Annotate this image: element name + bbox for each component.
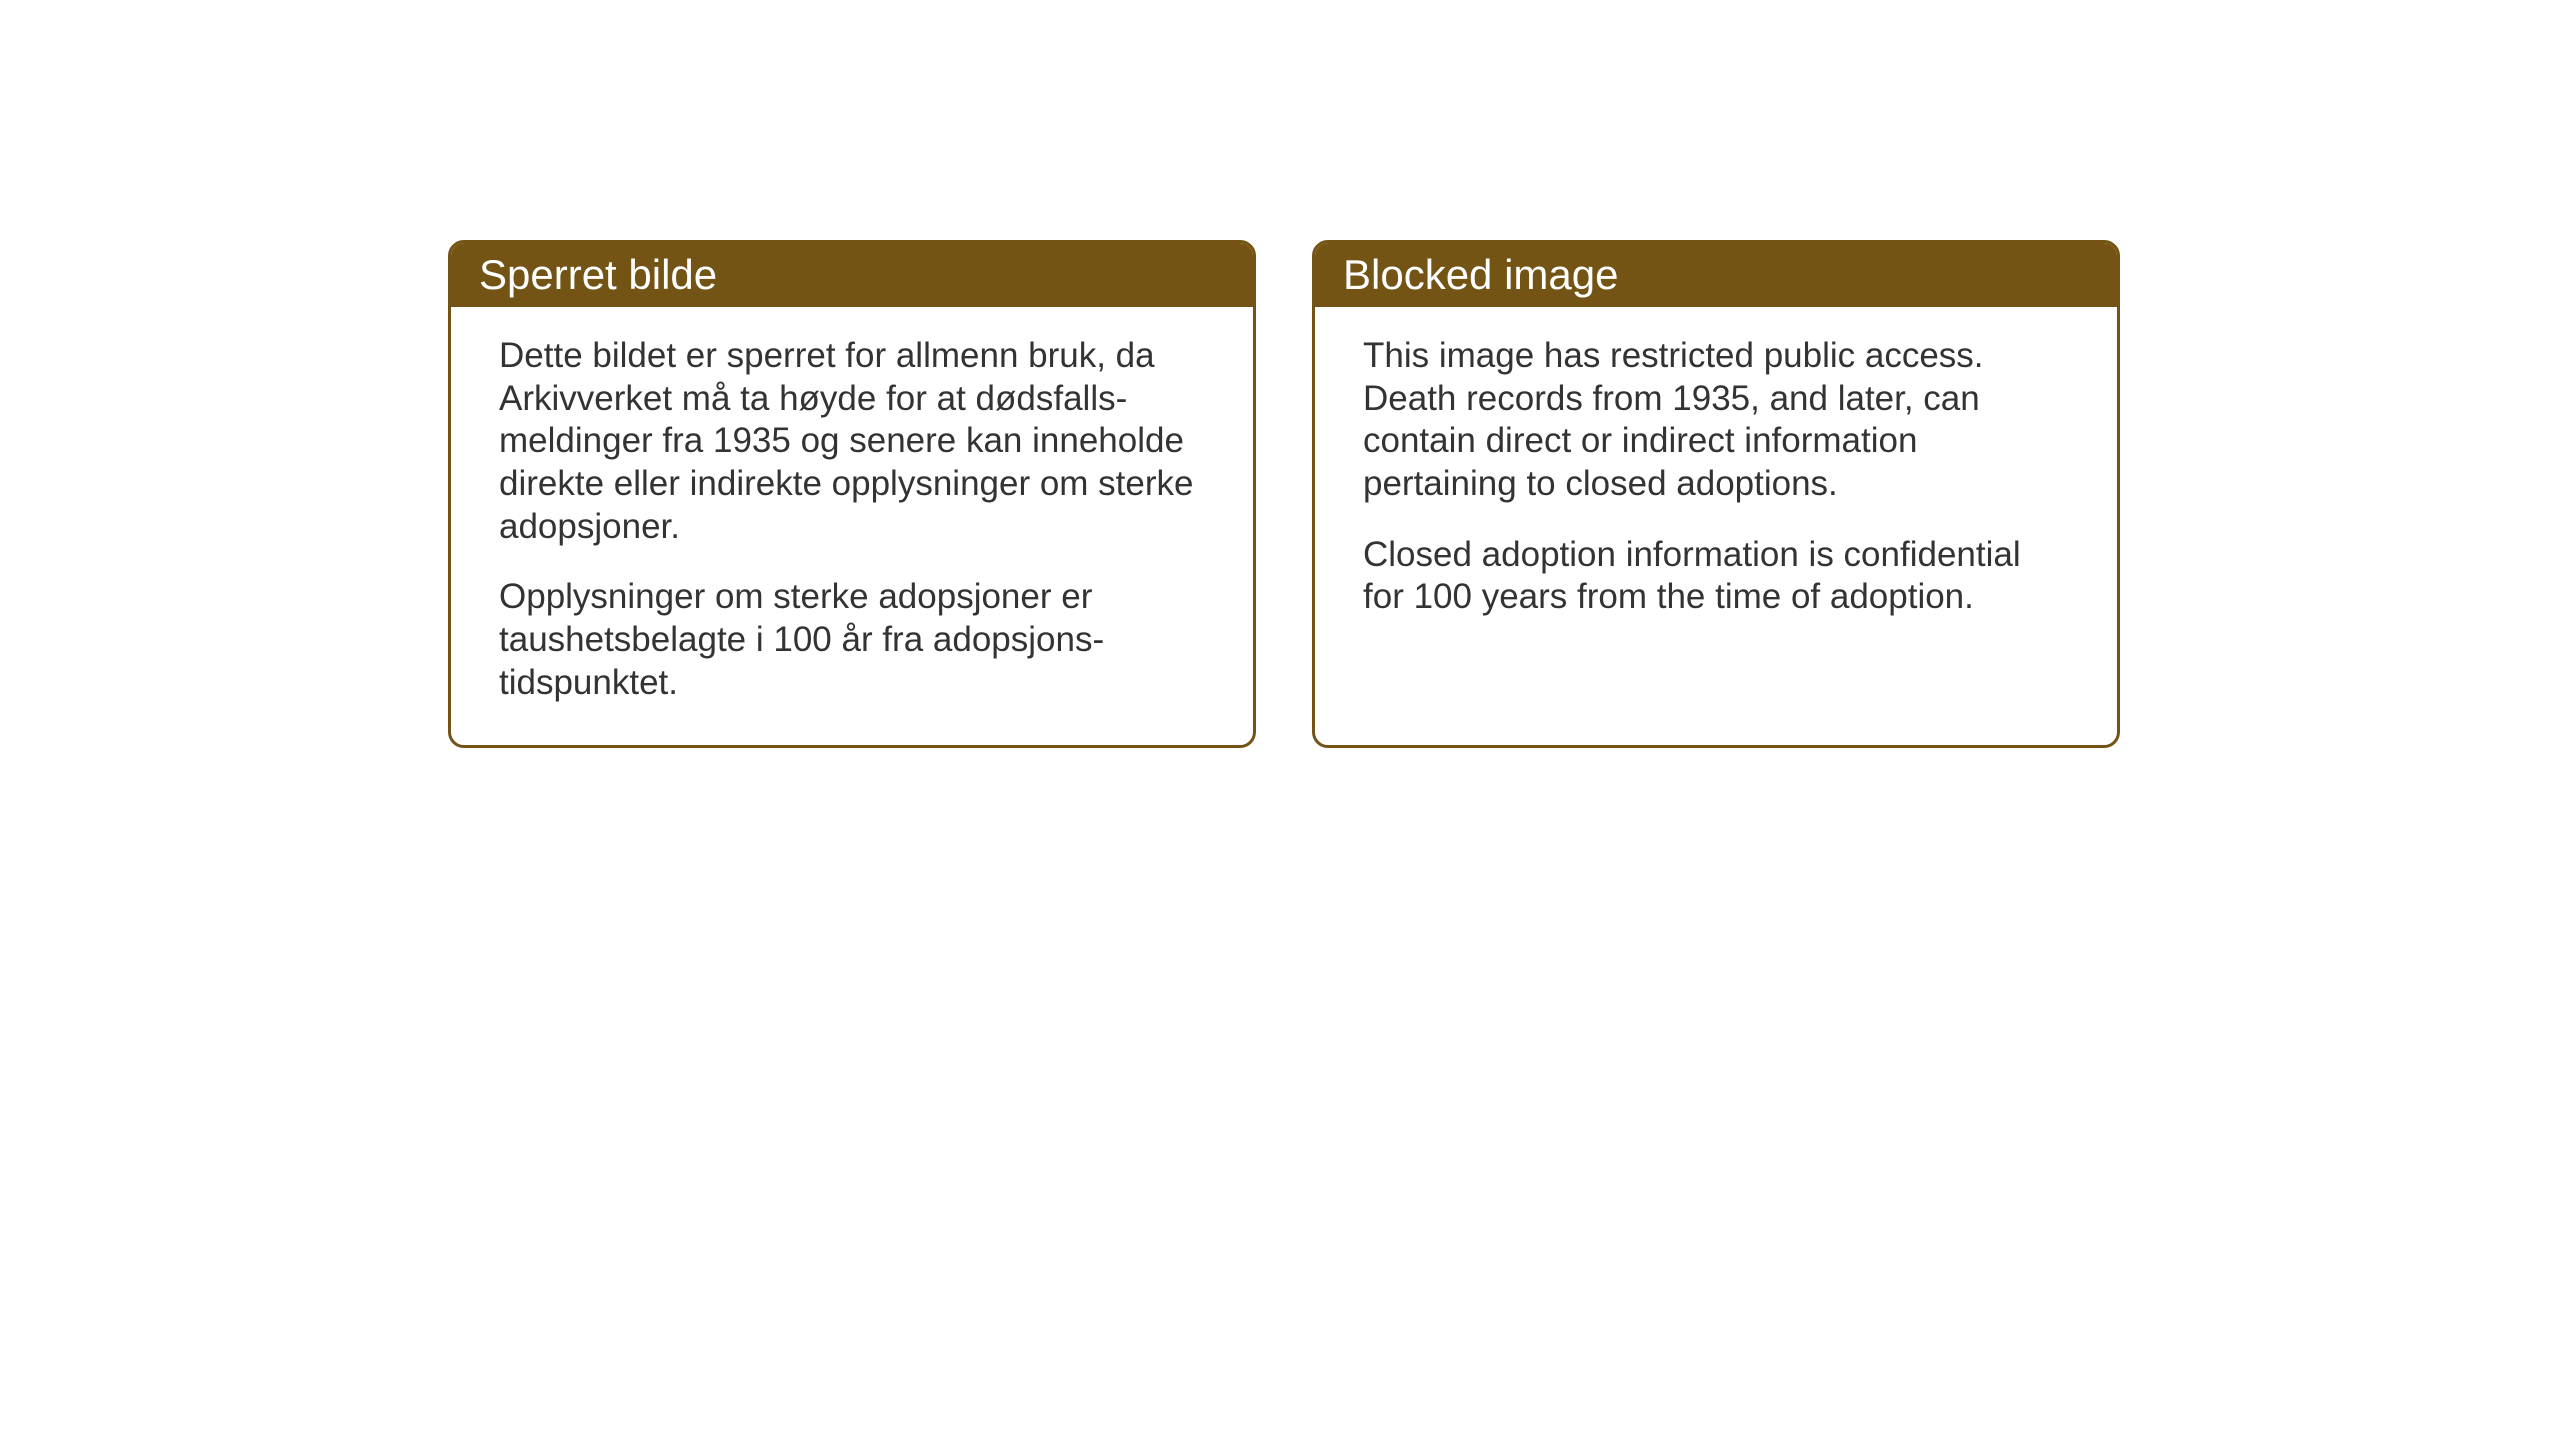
english-paragraph-2: Closed adoption information is confident… (1363, 534, 2069, 619)
english-card-body: This image has restricted public access.… (1315, 307, 2117, 659)
english-notice-card: Blocked image This image has restricted … (1312, 240, 2120, 748)
english-paragraph-1: This image has restricted public access.… (1363, 335, 2069, 506)
norwegian-paragraph-2: Opplysninger om sterke adopsjoner er tau… (499, 576, 1205, 704)
norwegian-card-body: Dette bildet er sperret for allmenn bruk… (451, 307, 1253, 745)
english-card-title: Blocked image (1315, 243, 2117, 307)
norwegian-paragraph-1: Dette bildet er sperret for allmenn bruk… (499, 335, 1205, 548)
norwegian-card-title: Sperret bilde (451, 243, 1253, 307)
notice-container: Sperret bilde Dette bildet er sperret fo… (448, 240, 2120, 748)
norwegian-notice-card: Sperret bilde Dette bildet er sperret fo… (448, 240, 1256, 748)
